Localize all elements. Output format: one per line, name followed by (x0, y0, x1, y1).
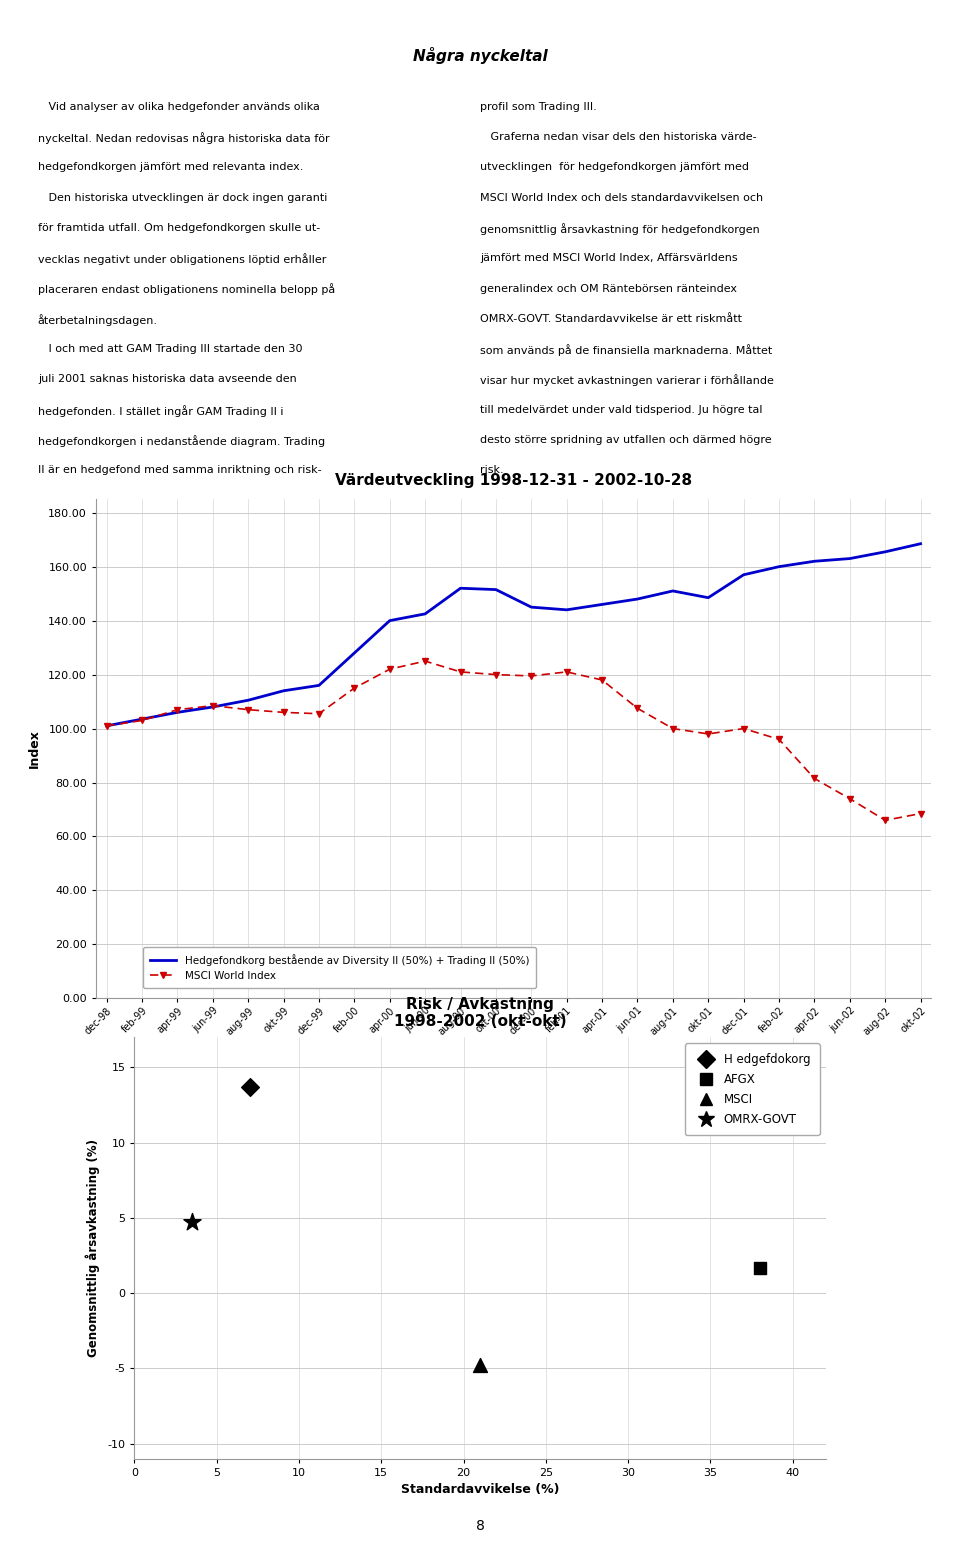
Text: Den historiska utvecklingen är dock ingen garanti: Den historiska utvecklingen är dock inge… (37, 192, 327, 203)
Point (242, 1075, 257, 1100)
Title: Risk / Avkastning
1998-2002 (okt-okt): Risk / Avkastning 1998-2002 (okt-okt) (394, 997, 566, 1030)
Y-axis label: Genomsnittlig årsavkastning (%): Genomsnittlig årsavkastning (%) (85, 1139, 101, 1357)
Text: visar hur mycket avkastningen varierar i förhållande: visar hur mycket avkastningen varierar i… (480, 374, 774, 387)
Text: OMRX-GOVT. Standardavvikelse är ett riskmått: OMRX-GOVT. Standardavvikelse är ett risk… (480, 314, 742, 324)
Legend: H edgefdokorg, AFGX, MSCI, OMRX-GOVT: H edgefdokorg, AFGX, MSCI, OMRX-GOVT (684, 1044, 820, 1136)
Text: hedgefondkorgen jämfört med relevanta index.: hedgefondkorgen jämfört med relevanta in… (37, 162, 303, 172)
Text: till medelvärdet under vald tidsperiod. Ju högre tal: till medelvärdet under vald tidsperiod. … (480, 404, 762, 415)
Text: desto större spridning av utfallen och därmed högre: desto större spridning av utfallen och d… (480, 435, 772, 445)
Point (472, 1353, 488, 1377)
Text: vecklas negativt under obligationens löptid erhåller: vecklas negativt under obligationens löp… (37, 253, 326, 265)
Text: 8: 8 (475, 1519, 485, 1532)
Text: återbetalningsdagen.: återbetalningsdagen. (37, 314, 157, 326)
Text: profil som Trading III.: profil som Trading III. (480, 101, 597, 112)
Y-axis label: Index: Index (28, 730, 41, 768)
Text: generalindex och OM Räntebörsen ränteindex: generalindex och OM Räntebörsen ränteind… (480, 284, 737, 293)
Text: Vid analyser av olika hedgefonder används olika: Vid analyser av olika hedgefonder använd… (37, 101, 320, 112)
Text: genomsnittlig årsavkastning för hedgefondkorgen: genomsnittlig årsavkastning för hedgefon… (480, 223, 759, 234)
Text: risk.: risk. (480, 465, 504, 476)
Text: hedgefonden. I stället ingår GAM Trading II i: hedgefonden. I stället ingår GAM Trading… (37, 404, 283, 417)
X-axis label: Månad-År: Månad-År (480, 1078, 547, 1092)
Point (184, 1211, 200, 1236)
Text: som används på de finansiella marknaderna. Måttet: som används på de finansiella marknadern… (480, 345, 772, 356)
Title: Värdeutveckling 1998-12-31 - 2002-10-28: Värdeutveckling 1998-12-31 - 2002-10-28 (335, 473, 692, 488)
Text: utvecklingen  för hedgefondkorgen jämfört med: utvecklingen för hedgefondkorgen jämfört… (480, 162, 749, 172)
Text: I och med att GAM Trading III startade den 30: I och med att GAM Trading III startade d… (37, 345, 302, 354)
Text: Graferna nedan visar dels den historiska värdе-: Graferna nedan visar dels den historiska… (480, 133, 756, 142)
Legend: Hedgefondkorg bestående av Diversity II (50%) + Trading II (50%), MSCI World Ind: Hedgefondkorg bestående av Diversity II … (143, 947, 537, 987)
Text: nyckeltal. Nedan redovisas några historiska data för: nyckeltal. Nedan redovisas några histori… (37, 133, 329, 144)
Text: MSCI World Index och dels standardavvikelsen och: MSCI World Index och dels standardavvike… (480, 192, 763, 203)
Text: placeraren endast obligationens nominella belopp på: placeraren endast obligationens nominell… (37, 284, 335, 295)
Text: II är en hedgefond med samma inriktning och risk-: II är en hedgefond med samma inriktning … (37, 465, 322, 476)
Text: hedgefondkorgen i nedanstående diagram. Trading: hedgefondkorgen i nedanstående diagram. … (37, 435, 324, 448)
Text: för framtida utfall. Om hedgefondkorgen skulle ut-: för framtida utfall. Om hedgefondkorgen … (37, 223, 320, 232)
Text: juli 2001 saknas historiska data avseende den: juli 2001 saknas historiska data avseend… (37, 374, 297, 384)
Text: Några nyckeltal: Några nyckeltal (413, 47, 547, 64)
X-axis label: Standardavvikelse (%): Standardavvikelse (%) (400, 1484, 560, 1496)
Text: jämfört med MSCI World Index, Affärsvärldens: jämfört med MSCI World Index, Affärsvärl… (480, 253, 737, 264)
Point (752, 1256, 767, 1281)
